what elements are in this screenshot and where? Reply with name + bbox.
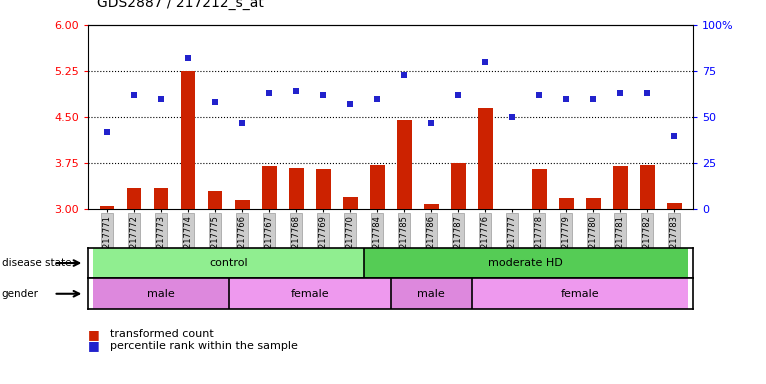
Bar xyxy=(181,71,195,209)
Point xyxy=(371,96,383,102)
Point xyxy=(101,129,113,135)
Point xyxy=(182,55,194,61)
Text: disease state: disease state xyxy=(2,258,71,268)
Point xyxy=(209,99,221,106)
Bar xyxy=(559,198,574,209)
Point xyxy=(263,90,275,96)
Point xyxy=(128,92,140,98)
Bar xyxy=(342,197,358,209)
Bar xyxy=(586,198,601,209)
Bar xyxy=(370,165,385,209)
Text: male: male xyxy=(147,289,175,299)
Bar xyxy=(667,203,682,209)
Text: transformed count: transformed count xyxy=(110,329,213,339)
Bar xyxy=(613,166,627,209)
Bar xyxy=(93,278,228,309)
Point xyxy=(614,90,627,96)
Point xyxy=(155,96,167,102)
Point xyxy=(236,119,248,126)
Bar xyxy=(289,167,303,209)
Text: ■: ■ xyxy=(88,328,100,341)
Point xyxy=(425,119,437,126)
Bar xyxy=(234,200,250,209)
Bar xyxy=(316,169,331,209)
Point xyxy=(398,72,411,78)
Point xyxy=(668,132,680,139)
Bar xyxy=(208,191,222,209)
Bar xyxy=(472,278,688,309)
Text: female: female xyxy=(290,289,329,299)
Point xyxy=(560,96,572,102)
Text: percentile rank within the sample: percentile rank within the sample xyxy=(110,341,297,351)
Text: moderate HD: moderate HD xyxy=(489,258,563,268)
Bar xyxy=(478,108,493,209)
Point xyxy=(344,101,356,107)
Point xyxy=(452,92,464,98)
Bar xyxy=(391,278,472,309)
Point xyxy=(479,59,491,65)
Bar xyxy=(154,188,169,209)
Bar xyxy=(364,248,688,278)
Bar xyxy=(640,165,655,209)
Point xyxy=(533,92,545,98)
Bar xyxy=(93,248,364,278)
Text: GDS2887 / 217212_s_at: GDS2887 / 217212_s_at xyxy=(97,0,264,10)
Point xyxy=(290,88,303,94)
Bar xyxy=(532,169,547,209)
Text: ■: ■ xyxy=(88,339,100,352)
Bar xyxy=(228,278,391,309)
Bar xyxy=(126,188,142,209)
Bar xyxy=(450,163,466,209)
Text: female: female xyxy=(561,289,599,299)
Bar xyxy=(100,206,114,209)
Text: control: control xyxy=(209,258,248,268)
Point xyxy=(641,90,653,96)
Bar xyxy=(262,166,277,209)
Point xyxy=(588,96,600,102)
Bar xyxy=(397,120,411,209)
Bar xyxy=(424,204,439,209)
Text: gender: gender xyxy=(2,289,38,299)
Text: male: male xyxy=(417,289,445,299)
Point xyxy=(317,92,329,98)
Point xyxy=(506,114,519,120)
